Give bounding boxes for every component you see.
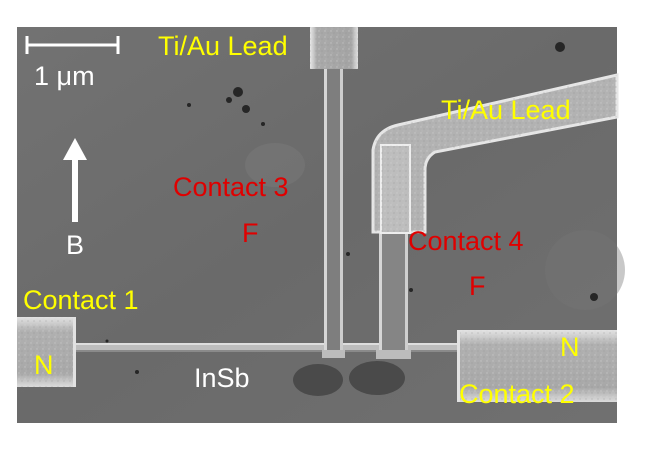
contact-3-strip <box>322 60 345 358</box>
contact-4-label: Contact 4 <box>408 226 524 256</box>
lead-top-label: Ti/Au Lead <box>158 31 288 61</box>
scale-bar <box>25 36 120 54</box>
scale-bar-label: 1 μm <box>34 61 95 91</box>
ti-au-lead-top <box>310 27 358 69</box>
insb-nanowire <box>20 343 490 352</box>
insb-label: InSb <box>194 363 250 393</box>
surface-shadow <box>245 143 305 187</box>
f-label-contact-3: F <box>242 218 259 248</box>
contact-4-strip <box>376 228 411 359</box>
contact-2-label: Contact 2 <box>459 379 575 409</box>
lead-right-label: Ti/Au Lead <box>441 95 571 125</box>
etch-residue <box>293 361 405 396</box>
f-label-contact-4: F <box>469 271 486 301</box>
contact-3-label: Contact 3 <box>173 172 289 202</box>
n-label-left: N <box>34 350 54 380</box>
n-label-right: N <box>560 332 580 362</box>
contact-1-pad <box>17 317 76 387</box>
field-arrow <box>63 138 87 222</box>
contact-1-label: Contact 1 <box>23 285 139 315</box>
ti-au-lead-right <box>371 73 619 234</box>
surface-shadow <box>545 230 625 310</box>
contact-2-pad <box>457 330 617 402</box>
dust-particles <box>105 42 598 374</box>
field-label: B <box>66 230 85 260</box>
